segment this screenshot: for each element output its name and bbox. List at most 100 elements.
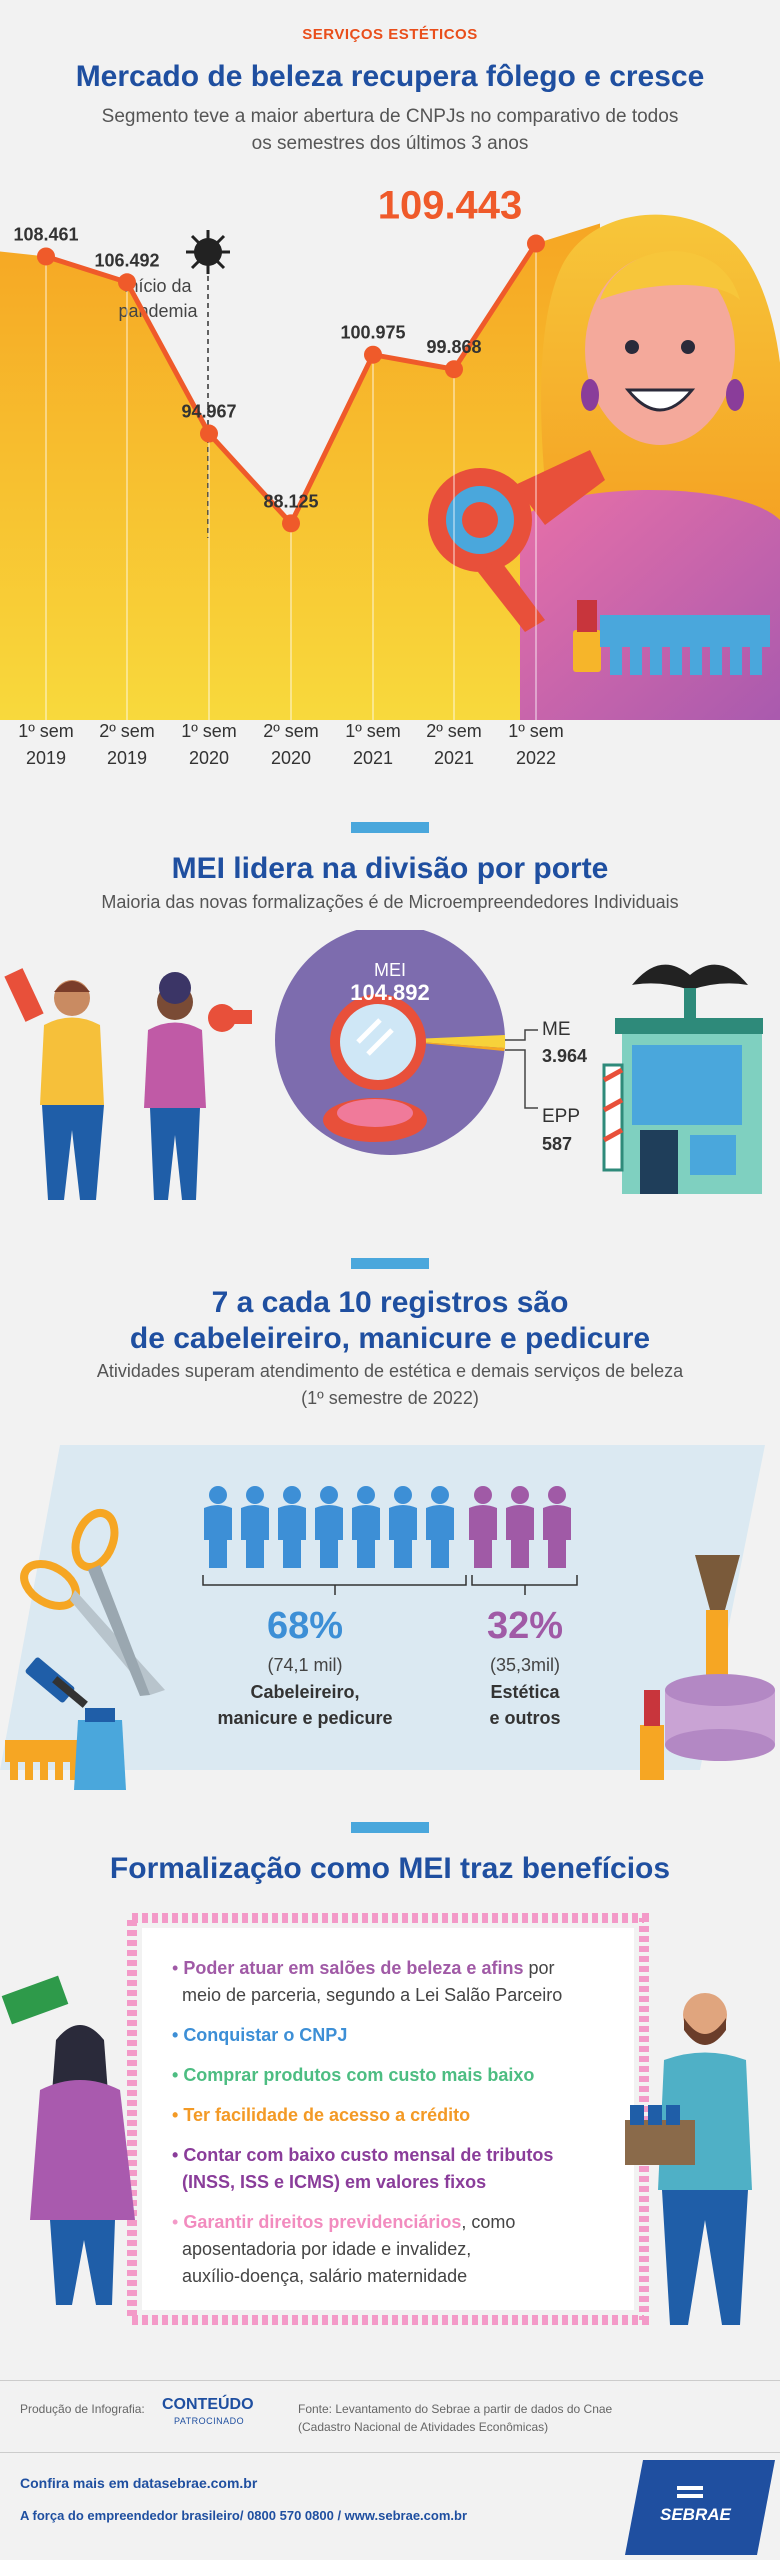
data-label: 99.868 <box>426 337 481 357</box>
x-tick-label: 2º sem <box>263 721 319 741</box>
epp-value: 587 <box>542 1134 572 1154</box>
benefit-3: • Comprar produtos com custo mais baixo <box>172 2065 535 2085</box>
lipstick-icon <box>573 600 601 672</box>
section2-title: MEI lidera na divisão por porte <box>171 852 609 885</box>
forca-line: A força do empreendedor brasileiro/ 0800… <box>20 2508 468 2523</box>
benefit-1: • Poder atuar em salões de beleza e afin… <box>172 1958 555 1978</box>
benefit-6-cont2: auxílio-doença, salário maternidade <box>182 2266 468 2286</box>
bearded-man-illustration <box>625 1993 752 2325</box>
person-icon-blue <box>241 1486 269 1568</box>
compact-mirror-icon <box>323 994 427 1142</box>
area-chart: início da pandemia 108.461 1º sem 2019 106.… <box>0 184 780 768</box>
me-value: 3.964 <box>542 1046 587 1066</box>
left-label-2: manicure e pedicure <box>217 1708 393 1728</box>
x-tick-label: 2021 <box>434 748 474 768</box>
benefits-illustration <box>1 1913 752 2325</box>
benefit-5-cont: (INSS, ISS e ICMS) em valores fixos <box>182 2172 487 2192</box>
footer-rule-2 <box>0 2452 780 2453</box>
fonte-line-1: Fonte: Levantamento do Sebrae a partir d… <box>298 2402 613 2416</box>
person-icon-purple <box>469 1486 497 1568</box>
section3-subtitle-2: (1º semestre de 2022) <box>301 1388 479 1408</box>
section2-subtitle: Maioria das novas formalizações é de Mic… <box>101 892 679 912</box>
confira-link[interactable]: Confira mais em datasebrae.com.br <box>20 2475 258 2491</box>
benefit-2: • Conquistar o CNPJ <box>172 2025 348 2045</box>
x-tick-label: 2019 <box>26 748 66 768</box>
woman-with-money-illustration <box>1 1975 135 2305</box>
person-icon-blue <box>389 1486 417 1568</box>
benefit-4: • Ter facilidade de acesso a crédito <box>172 2105 471 2125</box>
fonte-line-2: (Cadastro Nacional de Atividades Econômi… <box>298 2420 549 2434</box>
divider <box>351 1258 429 1269</box>
person-icon-purple <box>543 1486 571 1568</box>
makeup-brush-icon <box>695 1555 740 1680</box>
nail-polish-icon <box>25 1657 88 1708</box>
chart-area <box>0 223 600 721</box>
epp-label: EPP <box>542 1106 580 1127</box>
people-icons <box>204 1486 571 1568</box>
x-tick-label: 1º sem <box>181 721 237 741</box>
right-label-2: e outros <box>489 1708 561 1728</box>
benefit-1-cont: meio de parceria, segundo a Lei Salão Pa… <box>182 1985 563 2005</box>
section1-subtitle-1: Segmento teve a maior abertura de CNPJs … <box>101 106 679 127</box>
x-tick-label: 2021 <box>353 748 393 768</box>
lipstick-icon <box>640 1690 664 1780</box>
divider <box>351 1822 429 1833</box>
divider <box>351 822 429 833</box>
benefits-list: • Poder atuar em salões de beleza e afin… <box>172 1955 632 2290</box>
data-label: 88.125 <box>263 491 318 511</box>
right-label-1: Estética <box>490 1682 560 1702</box>
person-icon-purple <box>506 1486 534 1568</box>
data-point <box>118 273 136 292</box>
right-count: (35,3mil) <box>489 1655 560 1675</box>
data-label: 94.967 <box>181 402 236 422</box>
x-tick-label: 2019 <box>107 748 147 768</box>
mei-value: 104.892 <box>350 980 430 1005</box>
pie-me <box>390 1035 506 1048</box>
x-tick-label: 2º sem <box>99 721 155 741</box>
section4-title: Formalização como MEI traz benefícios <box>109 1852 671 1885</box>
person-icon-blue <box>352 1486 380 1568</box>
x-tick-label: 1º sem <box>18 721 74 741</box>
x-tick-label: 2º sem <box>426 721 482 741</box>
data-label: 108.461 <box>13 224 78 244</box>
x-tick-label: 2020 <box>189 748 229 768</box>
cream-jar-icon <box>665 1674 775 1761</box>
benefit-5: • Contar com baixo custo mensal de tribu… <box>172 2145 554 2165</box>
right-percent: 32% <box>486 1605 564 1647</box>
x-tick-label: 1º sem <box>345 721 401 741</box>
pandemic-label-2: pandemia <box>118 301 198 321</box>
benefit-6: • Garantir direitos previdenciários, com… <box>172 2212 516 2232</box>
data-point <box>200 424 218 443</box>
left-count: (74,1 mil) <box>267 1655 343 1675</box>
comb-icon <box>600 615 770 675</box>
hairdresser-man-illustration <box>4 968 104 1200</box>
porte-illustration: MEI 104.892 ME 3.964 EPP 587 <box>4 930 763 1200</box>
x-tick-label: 2022 <box>516 748 556 768</box>
data-point <box>364 345 382 364</box>
conteudo-logo: CONTEÚDO <box>162 2396 254 2413</box>
hairdresser-woman-illustration <box>144 972 252 1200</box>
data-point <box>37 247 55 266</box>
data-label: 109.443 <box>378 184 523 228</box>
me-label: ME <box>542 1019 571 1040</box>
person-icon-blue <box>315 1486 343 1568</box>
data-label: 106.492 <box>94 250 159 270</box>
pandemic-label-1: início da <box>124 276 192 296</box>
x-tick-label: 2020 <box>271 748 311 768</box>
person-icon-blue <box>278 1486 306 1568</box>
kicker: SERVIÇOS ESTÉTICOS <box>302 26 478 43</box>
mei-label: MEI <box>374 960 406 980</box>
section3-title-2: de cabeleireiro, manicure e pedicure <box>129 1322 651 1355</box>
barbershop-illustration <box>602 964 763 1194</box>
section3-subtitle-1: Atividades superam atendimento de estéti… <box>96 1361 684 1381</box>
left-label-1: Cabeleireiro, <box>250 1682 360 1702</box>
patrocinado-logo: PATROCINADO <box>174 2416 245 2426</box>
scissors-icon <box>20 1508 165 1696</box>
lotion-bottle-icon <box>74 1708 126 1790</box>
data-point <box>445 360 463 379</box>
section1-subtitle-2: os semestres dos últimos 3 anos <box>251 133 529 154</box>
data-label: 100.975 <box>340 323 405 343</box>
person-icon-blue <box>426 1486 454 1568</box>
person-icon-blue <box>204 1486 232 1568</box>
